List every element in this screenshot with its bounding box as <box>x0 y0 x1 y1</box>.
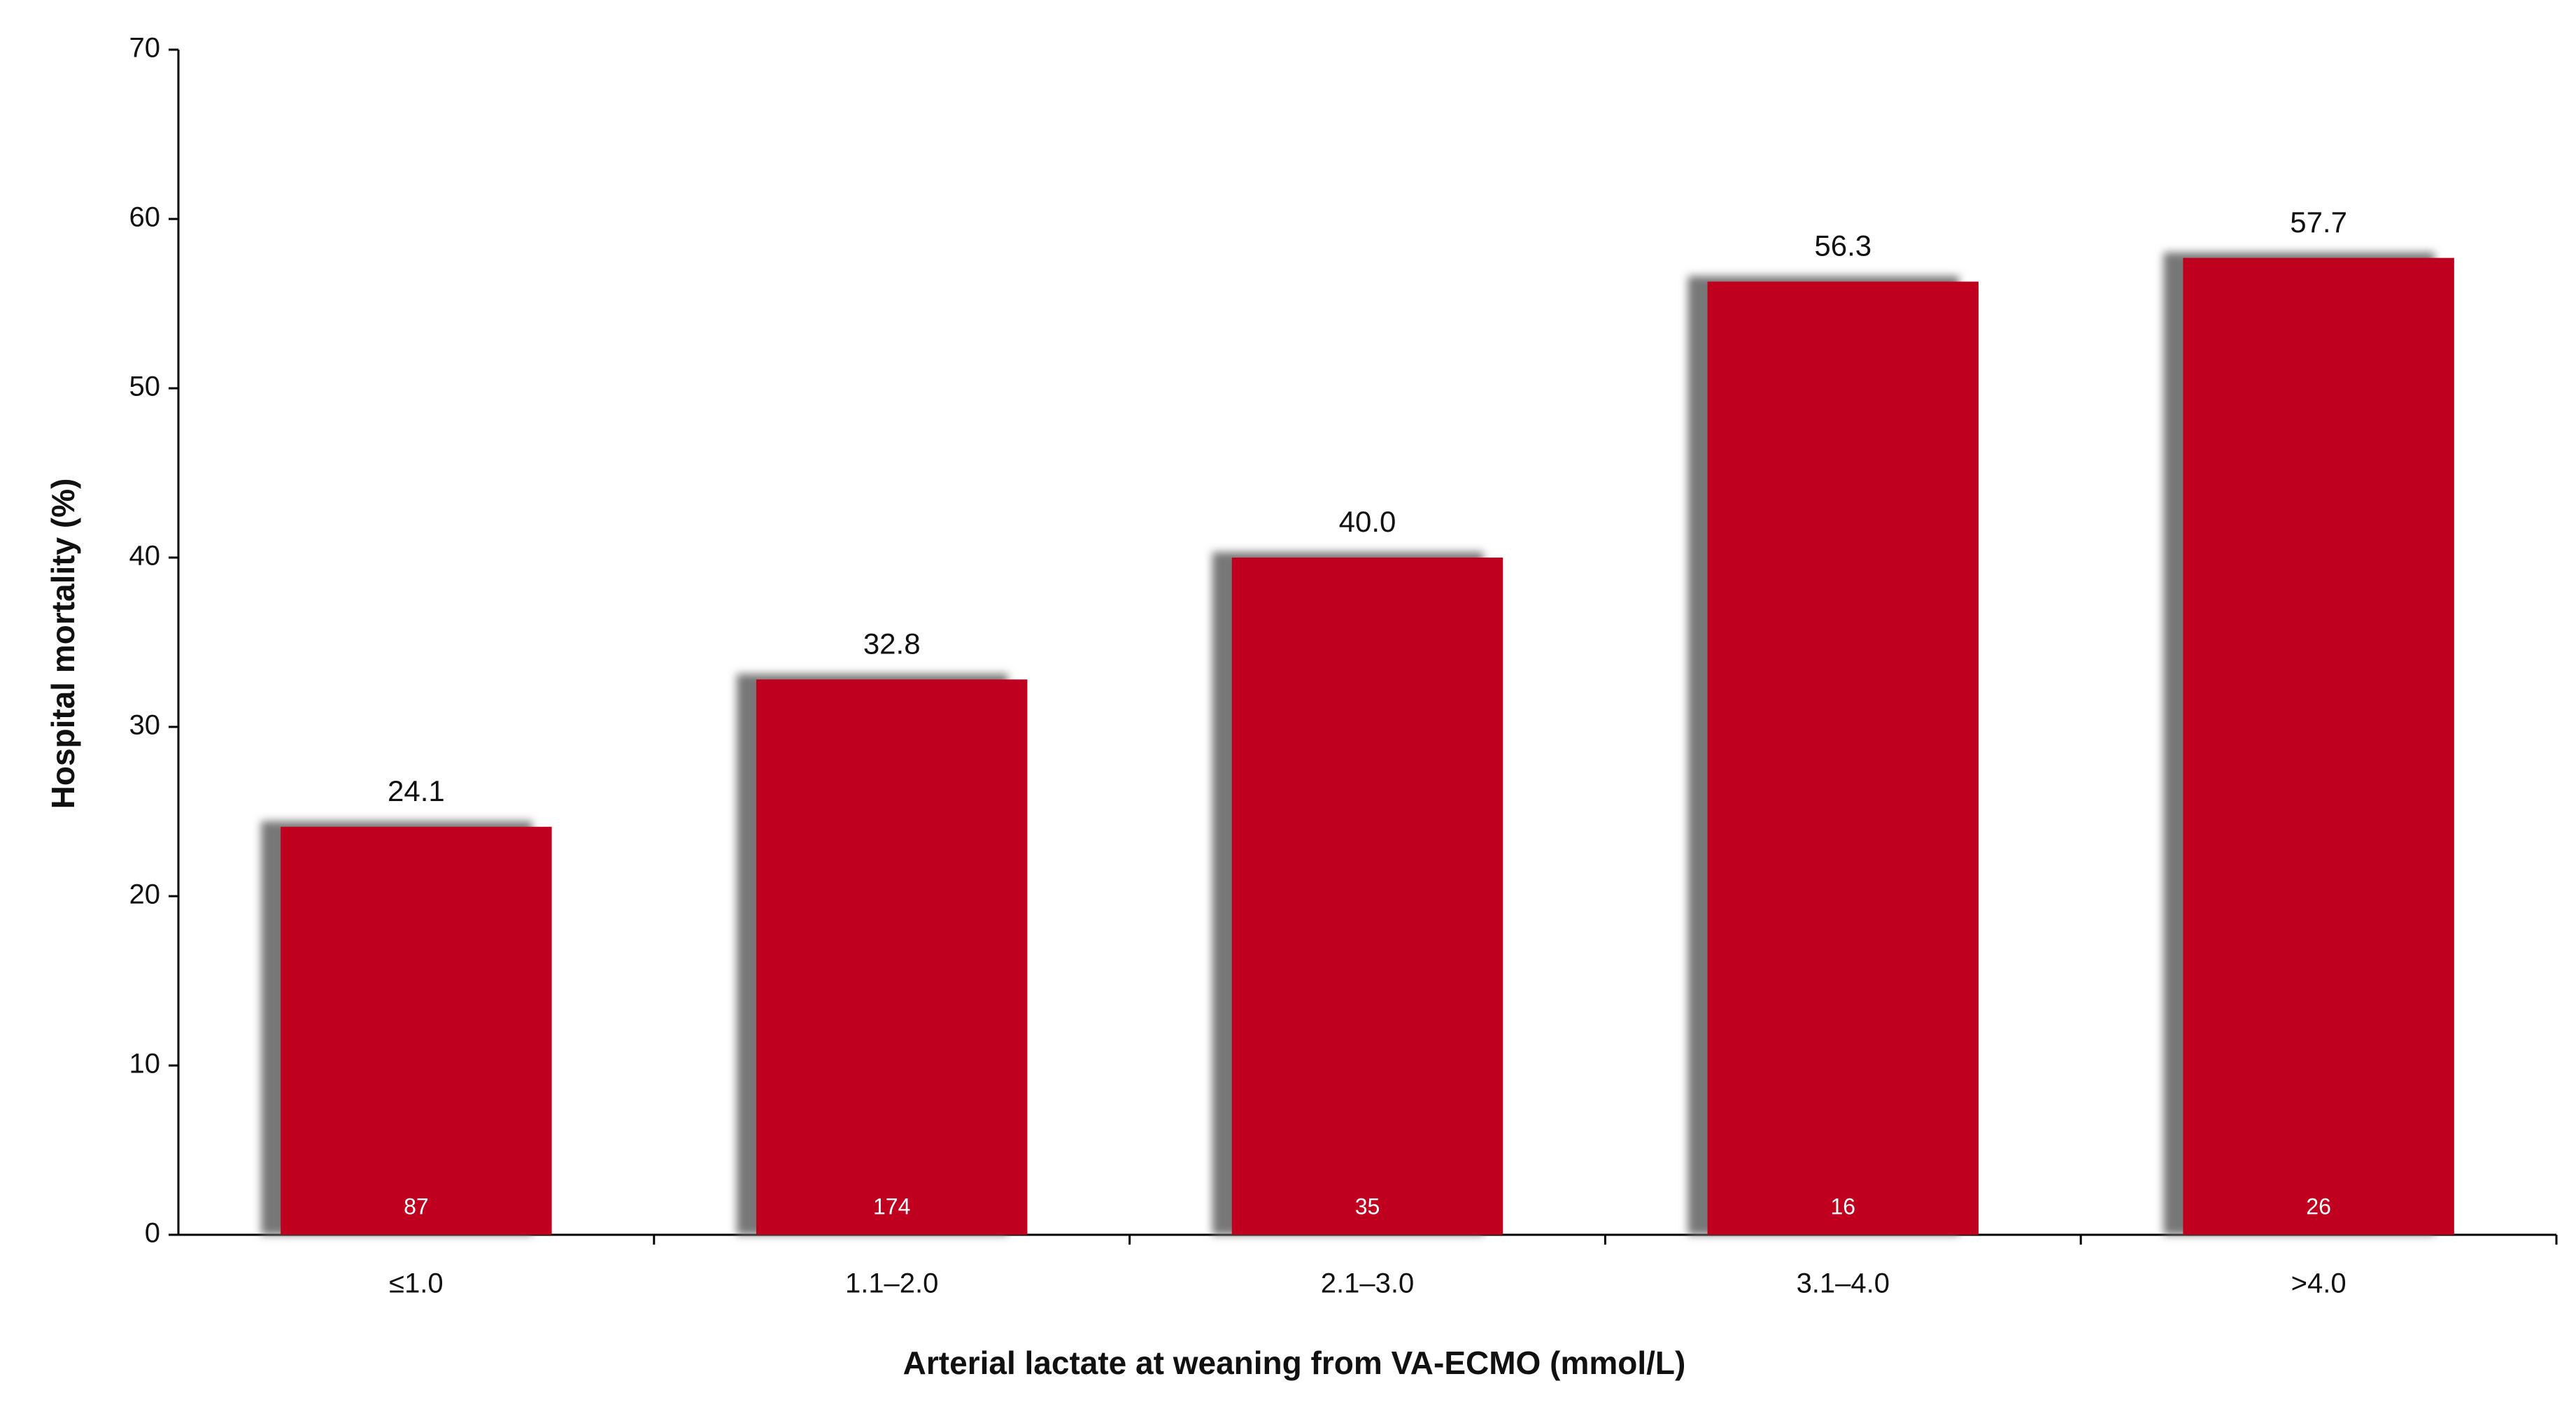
y-tick-label: 10 <box>129 1049 161 1079</box>
y-tick-label: 60 <box>129 202 161 233</box>
x-tick-label: 3.1–4.0 <box>1797 1268 1890 1299</box>
bar <box>1231 558 1503 1235</box>
value-label: 40.0 <box>1339 505 1396 538</box>
value-label: 24.1 <box>388 774 445 807</box>
bar <box>2183 257 2454 1235</box>
value-label: 56.3 <box>1814 229 1871 262</box>
bar <box>756 679 1028 1235</box>
bar <box>1707 281 1979 1235</box>
y-tick-label: 20 <box>129 879 161 910</box>
value-label: 32.8 <box>863 627 921 660</box>
y-tick-label: 0 <box>145 1218 160 1249</box>
count-label: 16 <box>1831 1194 1856 1219</box>
x-axis-title: Arterial lactate at weaning from VA-ECMO… <box>903 1345 1686 1381</box>
y-tick-label: 70 <box>129 33 161 64</box>
x-tick-label: >4.0 <box>2291 1268 2347 1299</box>
bar <box>281 826 552 1235</box>
y-axis-title: Hospital mortality (%) <box>45 479 81 809</box>
count-label: 35 <box>1355 1194 1380 1219</box>
count-label: 87 <box>404 1194 429 1219</box>
count-label: 26 <box>2306 1194 2331 1219</box>
y-tick-label: 30 <box>129 710 161 741</box>
x-tick-label: 1.1–2.0 <box>845 1268 938 1299</box>
x-tick-label: ≤1.0 <box>389 1268 444 1299</box>
y-tick-label: 50 <box>129 371 161 402</box>
x-tick-label: 2.1–3.0 <box>1321 1268 1414 1299</box>
y-tick-label: 40 <box>129 541 161 572</box>
value-label: 57.7 <box>2290 206 2347 239</box>
count-label: 174 <box>873 1194 910 1219</box>
